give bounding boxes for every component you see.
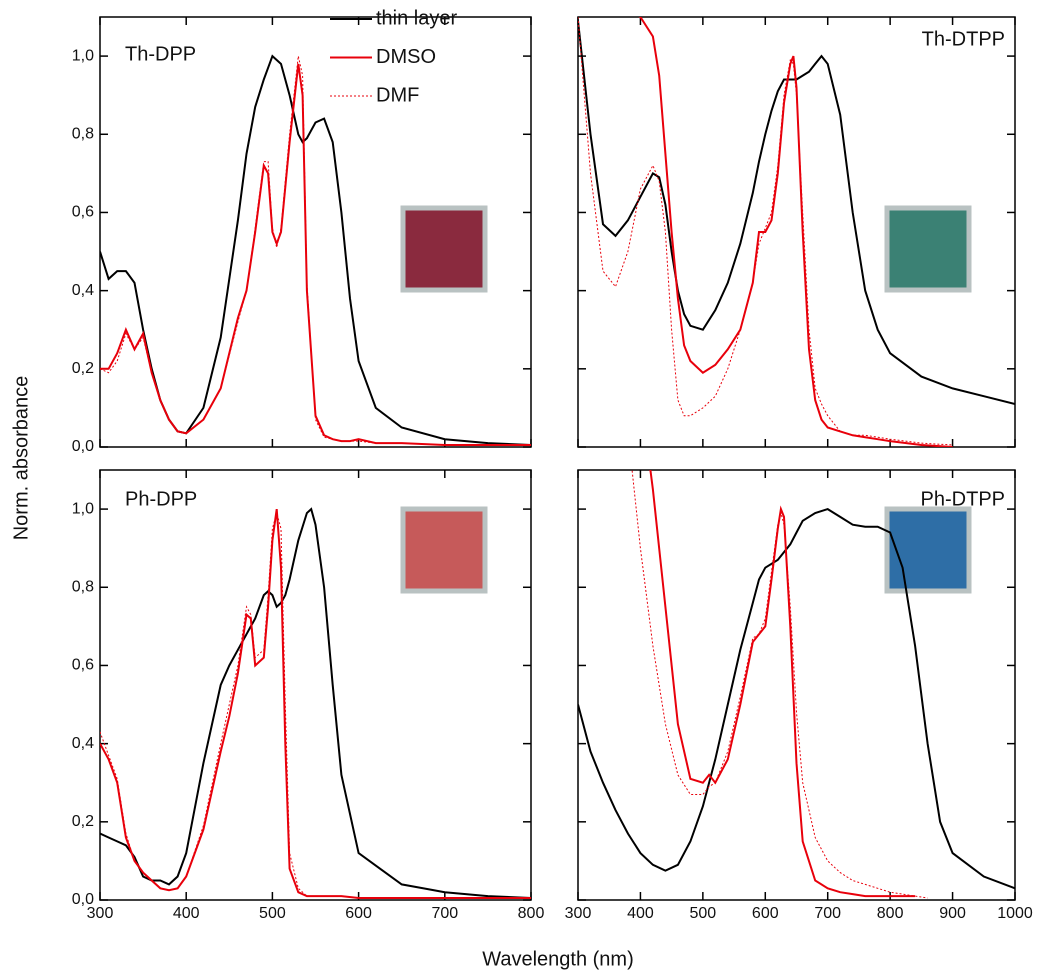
sample-swatch [400,205,488,293]
panel-title: Th-DPP [125,43,196,65]
spectrum-line [578,508,1015,890]
y-axis-label: Norm. absorbance [10,376,32,541]
x-tick-label: 700 [431,905,458,922]
panel-title: Ph-DPP [125,488,197,510]
sample-swatch [400,506,488,594]
y-tick-label: 0,4 [72,735,94,752]
x-tick-label: 600 [752,905,779,922]
y-tick-label: 0,8 [72,125,94,142]
y-tick-label: 0,8 [72,578,94,595]
y-tick-label: 0,6 [72,657,94,674]
y-tick-label: 1,0 [72,500,94,517]
x-tick-label: 400 [173,905,200,922]
sample-swatch [884,506,972,594]
plot-frame [99,16,532,448]
panel-title: Ph-DTPP [921,488,1005,510]
spectrum-line [638,17,953,447]
y-tick-label: 1,0 [72,47,94,64]
y-tick-label: 0,0 [72,891,94,908]
x-tick-label: 900 [939,905,966,922]
x-tick-label: 700 [814,905,841,922]
y-tick-label: 0,6 [72,204,94,221]
y-tick-label: 0,0 [72,438,94,455]
spectrum-line [100,63,531,446]
spectrum-line [578,17,953,446]
x-tick-label: 300 [87,905,114,922]
sample-swatch [884,205,972,293]
spectrum-line [100,55,531,446]
spectrum-line [649,470,916,898]
plot-frame [577,469,1016,901]
legend-label: DMSO [376,46,436,68]
x-tick-label: 500 [690,905,717,922]
x-tick-label: 800 [518,905,545,922]
x-tick-label: 400 [627,905,654,922]
x-tick-label: 500 [259,905,286,922]
legend-label: thin layer [376,7,457,29]
legend-label: DMF [376,84,419,106]
x-axis-label: Wavelength (nm) [482,948,634,970]
x-tick-label: 800 [877,905,904,922]
y-tick-label: 0,2 [72,813,94,830]
plot-frame [99,469,532,901]
spectrum-line [631,470,928,899]
x-tick-label: 1000 [997,905,1033,922]
y-tick-label: 0,2 [72,360,94,377]
x-tick-label: 600 [345,905,372,922]
y-tick-label: 0,4 [72,282,94,299]
panel-title: Th-DTPP [922,28,1005,50]
spectrum-line [578,20,1015,405]
x-tick-label: 300 [565,905,592,922]
spectrum-line [100,511,531,899]
plot-frame [577,16,1016,448]
